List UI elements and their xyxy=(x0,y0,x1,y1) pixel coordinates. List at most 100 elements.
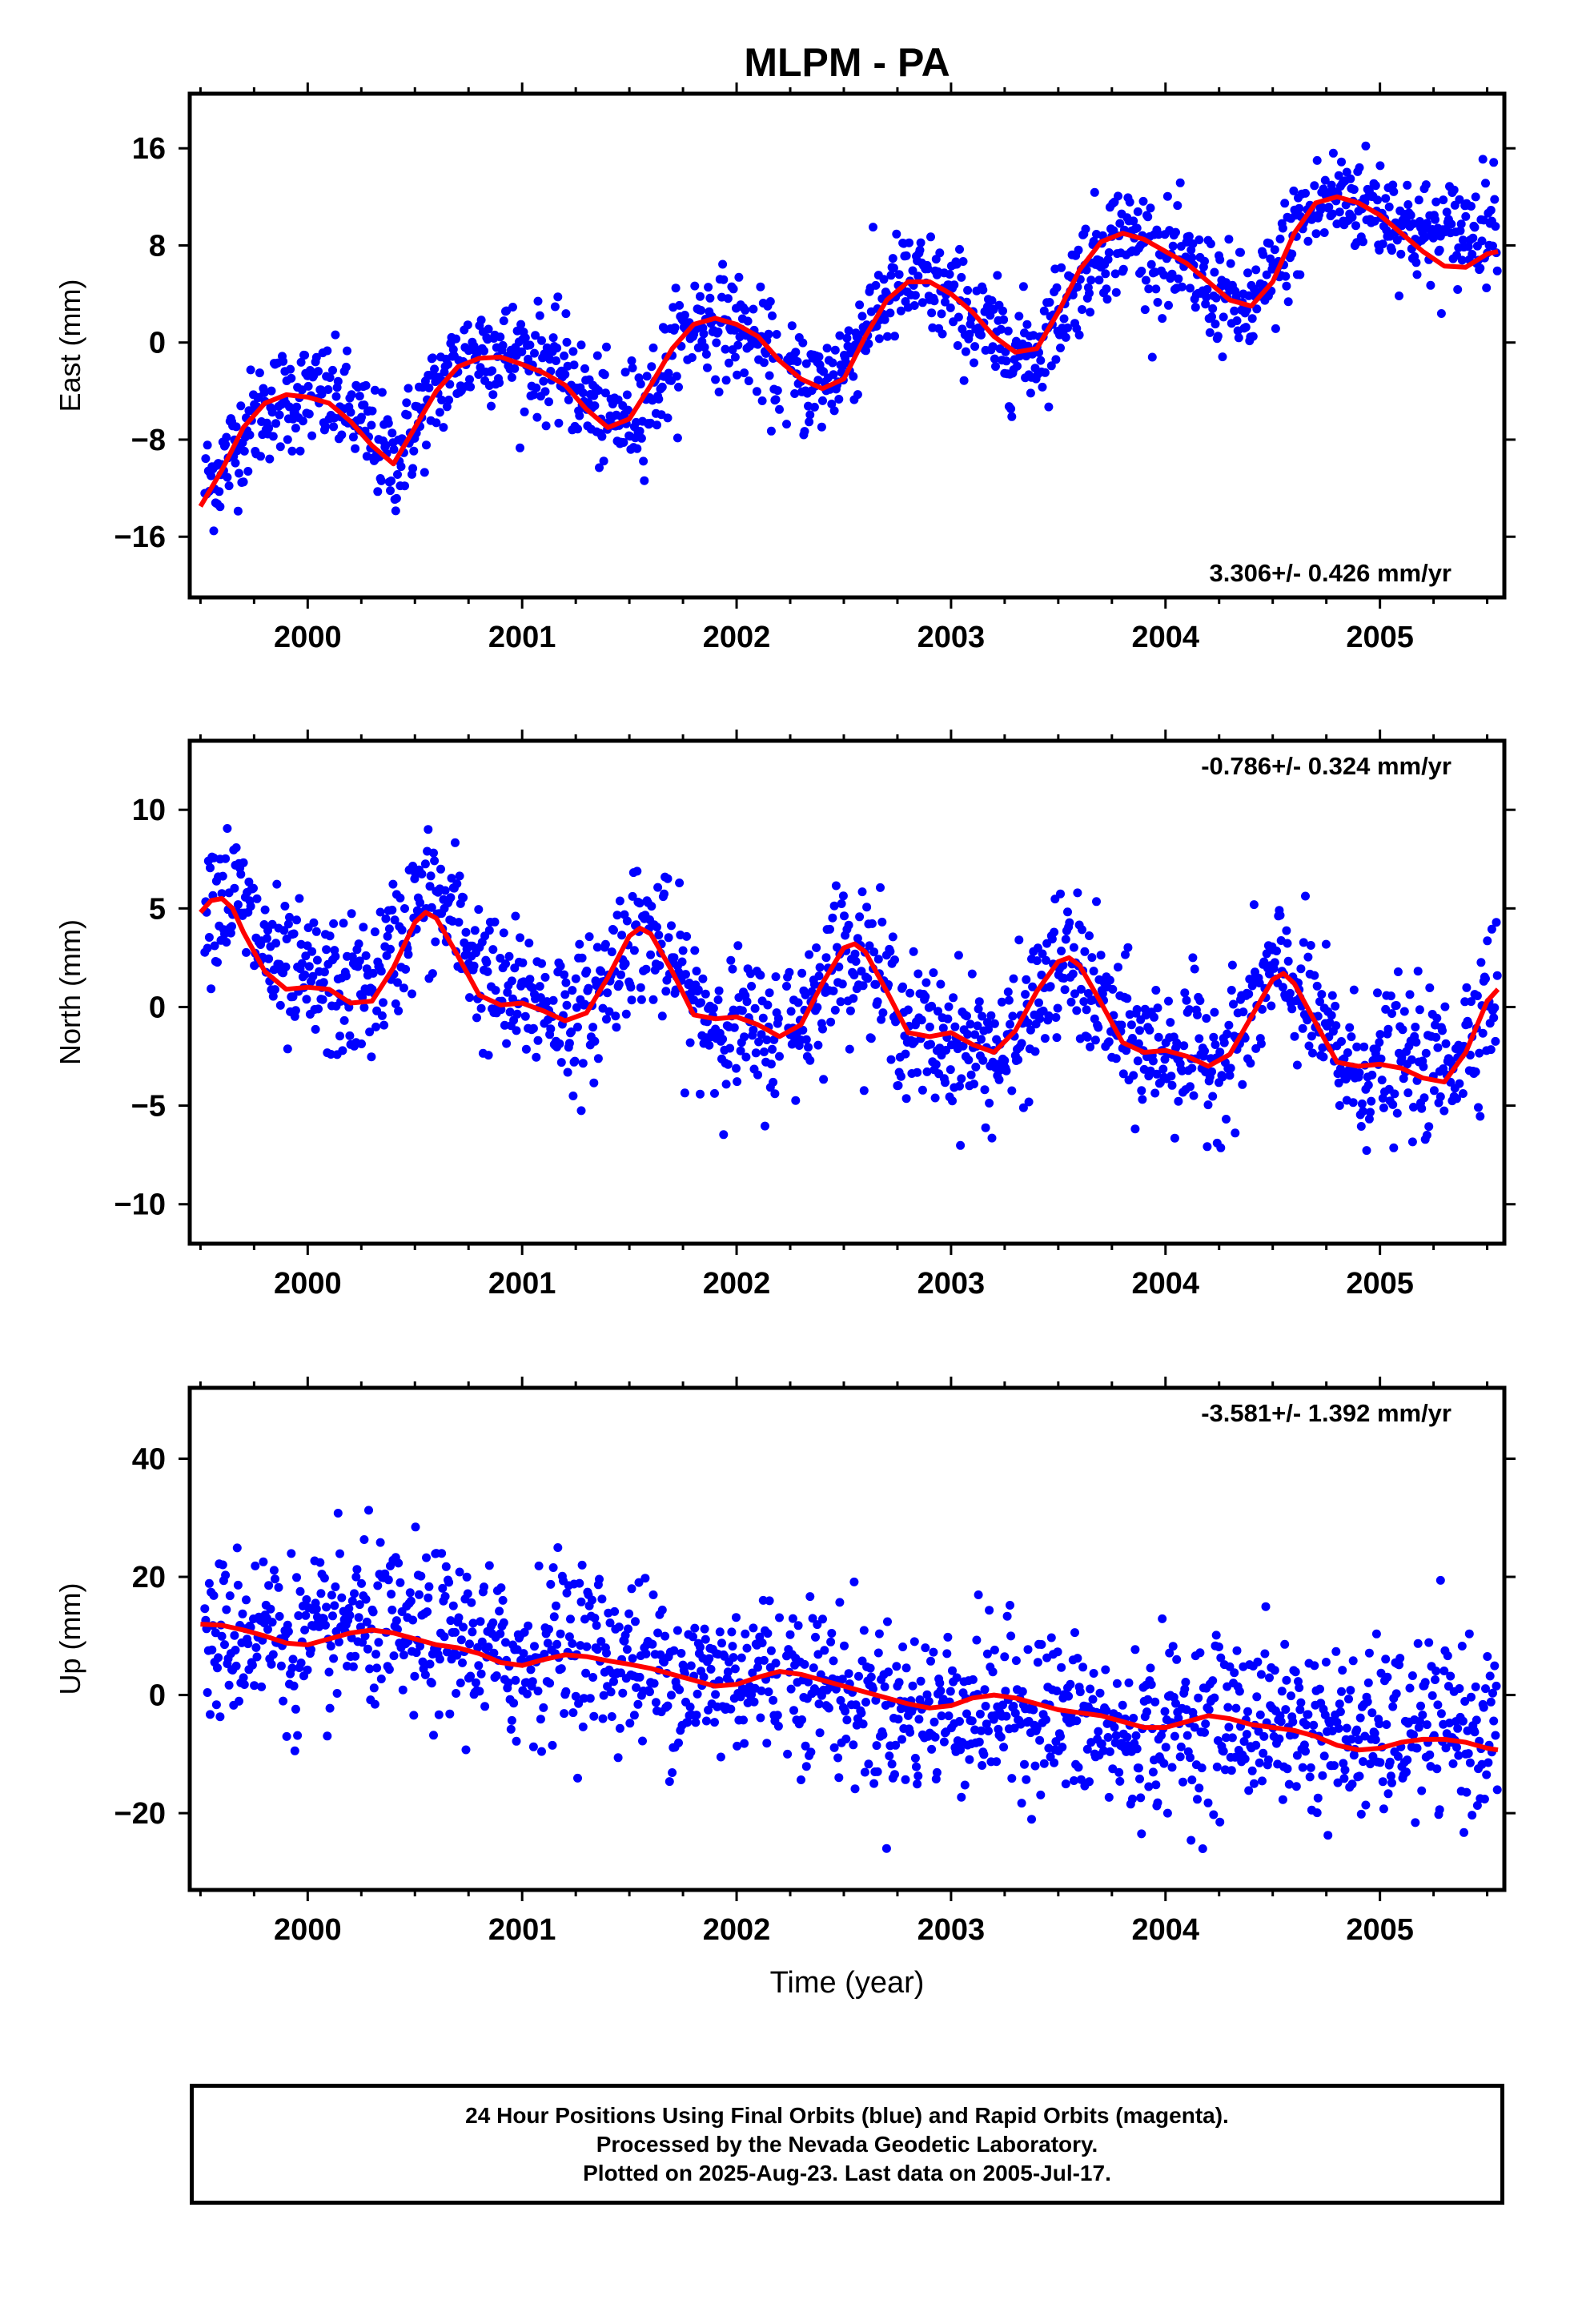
data-point xyxy=(963,286,973,295)
data-point xyxy=(304,409,314,419)
data-point xyxy=(614,1622,624,1632)
data-point xyxy=(512,1009,522,1019)
data-point xyxy=(1235,1687,1244,1696)
data-point xyxy=(693,985,703,995)
x-tick-label: 2002 xyxy=(703,1913,771,1947)
data-point xyxy=(602,1648,611,1658)
data-point xyxy=(345,1610,355,1620)
data-point xyxy=(1203,284,1212,294)
data-point xyxy=(1415,1005,1424,1015)
data-point xyxy=(1460,1697,1470,1706)
data-point xyxy=(729,1023,739,1032)
data-point xyxy=(990,1019,999,1028)
data-point xyxy=(409,446,419,456)
data-point xyxy=(1118,264,1128,274)
data-point xyxy=(946,303,955,312)
y-axis-label: Up (mm) xyxy=(54,1583,86,1695)
x-tick-label: 2003 xyxy=(917,621,986,654)
data-point xyxy=(1283,956,1293,966)
data-point xyxy=(452,334,461,344)
data-point xyxy=(319,967,329,977)
data-point xyxy=(1164,996,1173,1006)
data-point xyxy=(1345,1023,1355,1032)
data-point xyxy=(468,1627,477,1637)
data-point xyxy=(1302,1720,1311,1730)
data-point xyxy=(749,304,758,314)
data-point xyxy=(207,471,216,480)
data-point xyxy=(943,1632,953,1642)
data-point xyxy=(1202,1014,1211,1023)
data-point xyxy=(905,238,913,247)
data-point xyxy=(435,1655,444,1664)
data-point xyxy=(1017,1039,1026,1048)
data-point xyxy=(1057,947,1066,955)
data-point xyxy=(616,970,625,979)
data-point xyxy=(492,1671,501,1680)
data-point xyxy=(1295,203,1304,213)
data-point xyxy=(537,959,546,968)
data-point xyxy=(829,1656,838,1666)
data-point xyxy=(1008,1011,1018,1021)
data-point xyxy=(1471,1682,1480,1691)
data-point xyxy=(851,957,861,966)
data-point xyxy=(368,968,378,978)
data-point xyxy=(1223,1029,1232,1039)
data-point xyxy=(1170,1731,1179,1741)
data-point xyxy=(653,1628,663,1638)
data-point xyxy=(1486,1045,1496,1055)
data-point xyxy=(585,1694,595,1703)
data-point xyxy=(1355,163,1364,172)
data-point xyxy=(750,1003,760,1013)
data-point xyxy=(980,1685,990,1695)
data-point xyxy=(292,1573,301,1582)
data-point xyxy=(437,396,447,404)
data-point xyxy=(763,1629,773,1638)
data-point xyxy=(1270,1666,1279,1675)
data-point xyxy=(491,986,500,995)
data-point xyxy=(1425,1750,1435,1759)
data-point xyxy=(1487,924,1496,934)
data-point xyxy=(552,1601,560,1610)
data-point xyxy=(1435,1805,1444,1815)
data-point xyxy=(483,967,492,976)
data-point xyxy=(1438,1026,1447,1035)
data-point xyxy=(793,357,802,366)
data-point xyxy=(351,1572,361,1582)
data-point xyxy=(858,1719,868,1729)
data-point xyxy=(773,1014,783,1023)
data-point xyxy=(653,883,663,892)
data-point xyxy=(1455,195,1464,204)
data-point xyxy=(1426,280,1435,290)
data-point xyxy=(941,1078,950,1088)
data-point xyxy=(287,1663,297,1673)
data-point xyxy=(1458,1089,1468,1098)
data-point xyxy=(383,1575,393,1585)
data-point xyxy=(867,919,877,928)
data-point xyxy=(1433,1700,1443,1710)
data-point xyxy=(1032,1723,1042,1733)
data-point xyxy=(1299,938,1308,947)
data-point xyxy=(1285,988,1295,998)
data-point xyxy=(1283,297,1293,307)
data-point xyxy=(226,928,235,938)
data-point xyxy=(541,421,551,431)
data-point xyxy=(699,329,709,339)
data-point xyxy=(448,344,458,354)
data-point xyxy=(359,1003,369,1012)
data-point xyxy=(828,913,837,923)
data-point xyxy=(805,1592,815,1602)
data-point xyxy=(1375,1758,1385,1767)
data-point xyxy=(769,1077,778,1087)
data-point xyxy=(1392,235,1402,245)
data-point xyxy=(974,1590,983,1599)
data-point xyxy=(1492,1681,1501,1691)
data-point xyxy=(773,1722,783,1731)
data-point xyxy=(452,879,462,888)
data-point xyxy=(1001,1687,1010,1696)
data-point xyxy=(348,1662,358,1671)
data-point xyxy=(891,1017,901,1027)
data-point xyxy=(360,1631,370,1641)
data-point xyxy=(775,404,784,414)
data-point xyxy=(1465,1758,1475,1767)
data-point xyxy=(853,390,862,400)
